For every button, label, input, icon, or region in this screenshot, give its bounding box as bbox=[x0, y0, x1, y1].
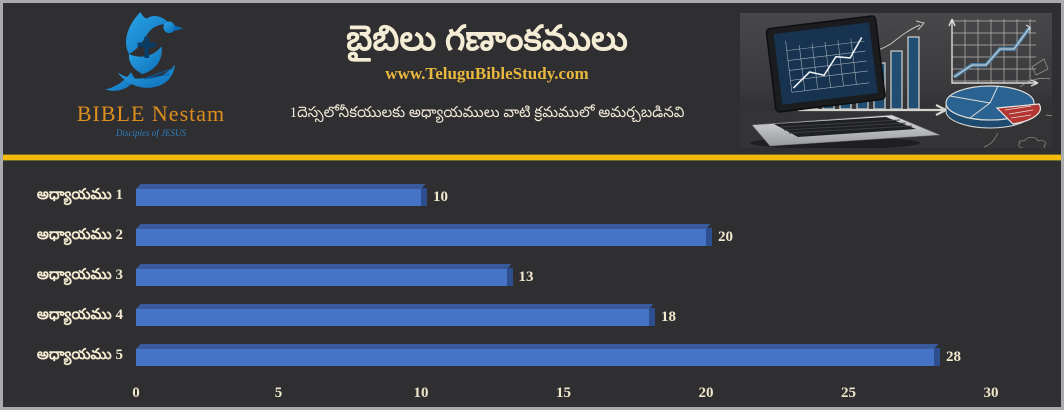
gold-divider bbox=[3, 154, 1061, 161]
hero-image bbox=[740, 13, 1052, 148]
category-label: అధ్యాయము 1 bbox=[36, 187, 123, 203]
chart-row: అధ్యాయము 1 10 bbox=[3, 177, 1061, 217]
value-label: 28 bbox=[946, 348, 961, 365]
bar-track: 28 bbox=[136, 347, 991, 366]
x-tick: 20 bbox=[698, 385, 714, 401]
x-tick: 25 bbox=[841, 385, 856, 401]
bar-track: 18 bbox=[136, 307, 991, 326]
category-label: అధ్యాయము 3 bbox=[36, 267, 123, 283]
bar-track: 10 bbox=[136, 187, 991, 206]
category-label: అధ్యాయము 5 bbox=[36, 347, 123, 363]
x-axis: 0 5 10 15 20 25 30 bbox=[132, 383, 998, 407]
x-tick: 15 bbox=[556, 385, 571, 401]
laptop-charts-illustration bbox=[740, 13, 1052, 148]
bar-chart: అధ్యాయము 1 10 అధ్యాయము 2 20 అధ్యాయము 3 1… bbox=[3, 161, 1061, 407]
chart-row: అధ్యాయము 3 13 bbox=[3, 257, 1061, 297]
logo-tagline: Disciples of JESUS bbox=[116, 128, 186, 138]
x-tick: 10 bbox=[413, 385, 429, 401]
bar bbox=[136, 307, 655, 326]
bar bbox=[136, 227, 712, 246]
x-tick: 30 bbox=[983, 385, 999, 401]
value-label: 10 bbox=[432, 188, 448, 205]
bar-track: 20 bbox=[136, 227, 991, 246]
logo: BIBLE Nestam Disciples of JESUS bbox=[51, 11, 251, 138]
value-label: 13 bbox=[518, 268, 534, 285]
title-block: బైబిలు గణాంకములు www.TeluguBibleStudy.co… bbox=[243, 19, 731, 125]
chart-row: అధ్యాయము 5 28 bbox=[3, 337, 1061, 377]
chart-row: అధ్యాయము 2 20 bbox=[3, 217, 1061, 257]
chart-rows: అధ్యాయము 1 10 అధ్యాయము 2 20 అధ్యాయము 3 1… bbox=[3, 177, 1061, 377]
x-tick: 0 bbox=[132, 385, 140, 401]
chart-subtitle: 1దెస్సలోనీకయులకు అధ్యాయములు వాటి క్రమముల… bbox=[289, 105, 685, 122]
bar bbox=[136, 267, 512, 286]
value-label: 18 bbox=[661, 308, 676, 325]
header: BIBLE Nestam Disciples of JESUS బైబిలు గ… bbox=[3, 3, 1061, 154]
bar-track: 13 bbox=[136, 267, 991, 286]
dove-cross-hand-icon bbox=[105, 11, 184, 91]
bar bbox=[136, 187, 427, 206]
value-label: 20 bbox=[717, 228, 733, 245]
category-label: అధ్యాయము 4 bbox=[36, 307, 123, 323]
x-tick: 5 bbox=[274, 385, 283, 401]
logo-text: BIBLE Nestam bbox=[76, 101, 226, 126]
page-title: బైబిలు గణాంకములు bbox=[346, 19, 628, 58]
category-label: అధ్యాయము 2 bbox=[36, 227, 123, 243]
website-link[interactable]: www.TeluguBibleStudy.com bbox=[385, 64, 589, 84]
bar bbox=[136, 347, 940, 366]
chart-row: అధ్యాయము 4 18 bbox=[3, 297, 1061, 337]
